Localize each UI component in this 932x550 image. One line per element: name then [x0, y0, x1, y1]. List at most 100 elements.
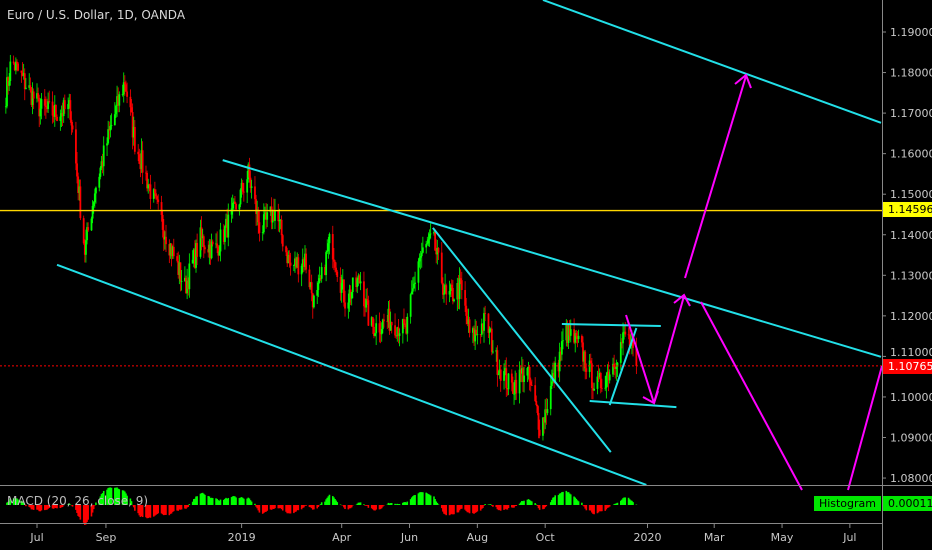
candle-down [46, 107, 48, 110]
candle-up [14, 61, 17, 71]
candle-up [598, 373, 601, 377]
histogram-bar-positive [387, 502, 390, 505]
candle-down [139, 163, 142, 170]
candle-down [160, 202, 163, 215]
candle-down [404, 323, 406, 325]
candle-down [335, 267, 338, 272]
histogram-bar-positive [489, 504, 492, 505]
candle-up [250, 186, 253, 188]
candle-up [68, 100, 71, 105]
candle-up [328, 234, 331, 244]
x-tick-label: Jun [400, 531, 418, 544]
candle-up [593, 388, 596, 391]
candle-down [582, 342, 584, 362]
histogram-bar-negative [467, 505, 470, 513]
candle-up [225, 218, 227, 227]
histogram-bar-positive [557, 495, 560, 505]
histogram-bar-negative [162, 505, 165, 516]
histogram-bar-negative [300, 505, 303, 510]
histogram-bar-negative [77, 505, 79, 516]
projection-arrows [625, 73, 883, 491]
candle-up [413, 283, 415, 289]
histogram-bar-positive [437, 504, 440, 505]
candle-up [224, 226, 226, 242]
histogram-bar-negative [94, 505, 96, 506]
histogram-bar-negative [38, 505, 41, 512]
histogram-bar-positive [631, 500, 633, 505]
candle-up [341, 279, 344, 284]
candle-down [242, 191, 245, 193]
candle-up [476, 334, 479, 335]
histogram-bar-negative [92, 505, 95, 510]
candle-up [271, 210, 274, 223]
histogram-bar-positive [320, 502, 323, 505]
candle-down [226, 218, 229, 238]
histogram-bar-negative [608, 505, 611, 507]
histogram-bar-positive [69, 504, 72, 505]
candle-up [554, 362, 557, 384]
candle-up [296, 257, 299, 268]
candle-up [309, 282, 312, 288]
histogram-bar-positive [9, 499, 12, 505]
candle-down [141, 150, 144, 173]
candle-down [363, 281, 365, 307]
candle-up [546, 409, 549, 413]
candle-down [632, 339, 634, 348]
candle-up [210, 241, 213, 259]
candle-up [347, 302, 350, 309]
candle-down [75, 129, 77, 164]
candle-down [79, 186, 82, 219]
candle-up [294, 258, 296, 266]
y-tick-label: 1.19000 [890, 26, 932, 39]
histogram-bar-negative [316, 505, 319, 509]
histogram-bar-negative [313, 505, 315, 510]
histogram-bar-negative [178, 505, 181, 510]
histogram-bar-negative [91, 505, 94, 513]
candle-up [503, 371, 505, 381]
histogram-bar-positive [632, 502, 634, 505]
candle-down [117, 96, 120, 106]
histogram-bar-positive [335, 500, 337, 505]
candle-down [162, 229, 165, 240]
candle-up [191, 259, 194, 264]
candle-up [304, 253, 306, 267]
candle-up [426, 243, 429, 245]
candle-down [101, 161, 104, 167]
histogram-bar-positive [114, 487, 116, 505]
histogram-bar-negative [305, 505, 307, 506]
candle-up [93, 193, 96, 203]
candle-down [153, 189, 156, 194]
histogram-bar-positive [319, 504, 322, 505]
candle-up [527, 366, 530, 369]
histogram-bar-positive [620, 500, 622, 505]
chart-title: Euro / U.S. Dollar, 1D, OANDA [7, 8, 186, 22]
histogram-bar-negative [187, 505, 190, 507]
histogram-bar-negative [256, 505, 258, 509]
histogram-bar-positive [554, 495, 556, 505]
candle-down [235, 203, 237, 210]
histogram-bar-negative [450, 505, 453, 514]
histogram-bar-negative [286, 505, 288, 514]
candle-down [510, 373, 513, 383]
histogram-bar-positive [241, 497, 244, 505]
histogram-bar-positive [359, 502, 362, 505]
candle-down [592, 388, 594, 391]
histogram-bar-negative [155, 505, 157, 515]
histogram-bar-positive [363, 504, 365, 505]
candle-up [498, 369, 501, 374]
histogram-bar-positive [562, 491, 564, 505]
histogram-bar-negative [274, 505, 276, 509]
histogram-bar-negative [76, 505, 78, 513]
candle-up [317, 282, 320, 291]
histogram-bar-negative [503, 505, 505, 510]
candle-down [576, 336, 579, 340]
candle-down [234, 201, 236, 204]
candle-up [552, 373, 554, 382]
histogram-bar-negative [28, 505, 31, 507]
histogram-bar-positive [526, 499, 529, 505]
histogram-bar-negative [538, 505, 541, 510]
candle-up [86, 227, 88, 241]
histogram-bar-positive [125, 493, 127, 505]
histogram-bar-negative [597, 505, 600, 513]
